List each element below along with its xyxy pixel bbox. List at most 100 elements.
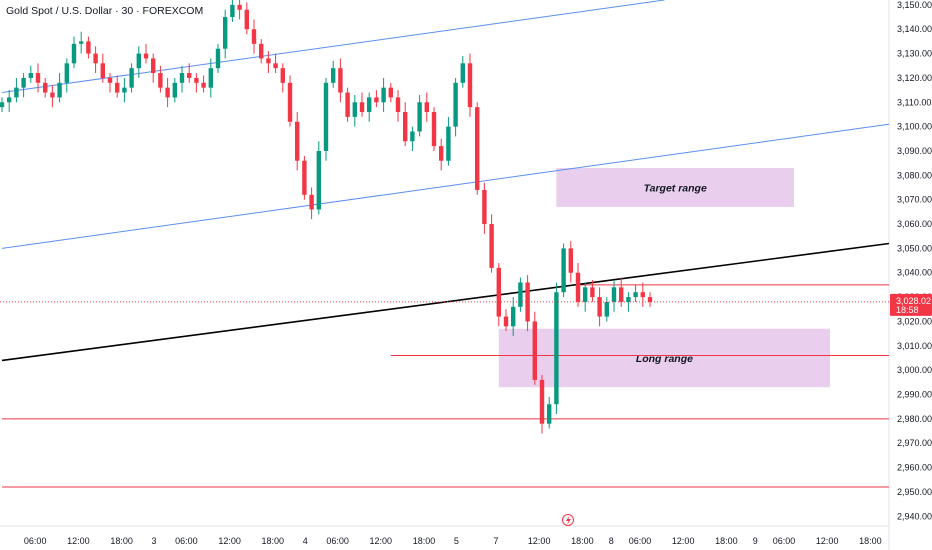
- zone-label: Target range: [644, 183, 707, 195]
- zone-1[interactable]: [498, 328, 830, 388]
- current-price-tag: [890, 293, 932, 316]
- candle-body: [280, 68, 285, 83]
- candle-body: [93, 53, 98, 64]
- candle-body: [475, 107, 480, 190]
- candle-body: [273, 63, 278, 69]
- candle-body: [251, 29, 257, 44]
- y-tick-label: 2,990.00: [897, 390, 932, 400]
- y-tick-label: 3,100.00: [897, 122, 932, 132]
- y-tick-label: 3,090.00: [897, 146, 932, 156]
- candle-body: [302, 160, 307, 195]
- candle-body: [151, 58, 156, 74]
- candle-body: [172, 82, 177, 98]
- candle-body: [604, 301, 609, 317]
- candle-body: [237, 4, 242, 10]
- candle-body: [381, 87, 386, 103]
- x-tick-label: 12:00: [528, 536, 551, 546]
- x-tick-label: 9: [753, 536, 758, 546]
- candle-body: [295, 121, 300, 161]
- candle-body: [640, 292, 645, 298]
- y-tick-label: 2,980.00: [897, 414, 932, 424]
- candle-body: [539, 379, 545, 424]
- candle-body: [403, 112, 408, 142]
- candle-body: [287, 82, 293, 122]
- candle-body: [230, 4, 235, 18]
- candle-body: [201, 82, 206, 88]
- candle-body: [187, 73, 192, 78]
- candle-body: [35, 73, 41, 83]
- candle-body: [590, 287, 595, 298]
- x-tick-label: 12:00: [67, 536, 90, 546]
- candle-body: [259, 43, 264, 59]
- x-tick-label: 18:00: [262, 536, 285, 546]
- x-tick-label: 12:00: [816, 536, 839, 546]
- candle-body: [143, 53, 149, 59]
- x-tick-label: 06:00: [24, 536, 47, 546]
- candle-body: [611, 287, 617, 302]
- trendline-support-trend[interactable]: [1, 242, 890, 362]
- y-tick-label: 3,130.00: [897, 49, 932, 59]
- x-tick-label: 12:00: [218, 536, 241, 546]
- candle-body: [453, 82, 458, 127]
- candle-body: [309, 194, 314, 210]
- candle-body: [446, 126, 451, 161]
- candle-body: [323, 82, 329, 151]
- x-tick-label: 18:00: [715, 536, 738, 546]
- candle-body: [554, 292, 559, 405]
- y-tick-label: 2,970.00: [897, 438, 932, 448]
- x-tick-label: 06:00: [773, 536, 796, 546]
- x-tick-label: 12:00: [370, 536, 393, 546]
- candle-body: [395, 97, 401, 113]
- trendline-upper-channel[interactable]: [1, 0, 665, 94]
- y-tick-label: 3,010.00: [897, 341, 932, 351]
- y-tick-label: 3,120.00: [897, 73, 932, 83]
- x-tick-label: 18:00: [110, 536, 133, 546]
- x-tick-label: 06:00: [326, 536, 349, 546]
- x-tick-label: 4: [303, 536, 308, 546]
- y-tick-label: 3,080.00: [897, 170, 932, 180]
- y-tick-label: 3,070.00: [897, 195, 932, 205]
- x-tick-label: 06:00: [175, 536, 198, 546]
- chart-title: Gold Spot / U.S. Dollar · 30 · FOREXCOM: [6, 5, 204, 17]
- candle-body: [57, 82, 62, 98]
- x-tick-label: 3: [151, 536, 156, 546]
- y-tick-label: 2,940.00: [897, 511, 932, 521]
- candle-body: [439, 146, 444, 161]
- candle-body: [583, 287, 588, 302]
- candle-body: [532, 321, 537, 380]
- candle-body: [136, 53, 141, 69]
- y-tick-label: 3,150.00: [897, 0, 932, 10]
- candle-body: [417, 102, 422, 132]
- candle-body: [352, 102, 357, 117]
- x-tick-label: 12:00: [672, 536, 695, 546]
- candle-body: [489, 224, 494, 268]
- candle-body: [194, 77, 199, 83]
- candle-body: [244, 9, 249, 30]
- candle-body: [503, 316, 509, 327]
- candle-body: [511, 306, 516, 327]
- y-tick-label: 3,020.00: [897, 316, 932, 326]
- candle-body: [14, 87, 19, 98]
- y-tick-label: 3,000.00: [897, 365, 932, 375]
- candle-body: [619, 287, 624, 302]
- x-tick-label: 18:00: [571, 536, 594, 546]
- zone-label: Long range: [636, 353, 693, 365]
- candle-body: [7, 97, 12, 103]
- candle-body: [367, 97, 372, 113]
- candle-body: [86, 41, 91, 54]
- zone-0[interactable]: [556, 168, 794, 207]
- candle-body: [331, 68, 336, 83]
- candle-body: [316, 150, 321, 210]
- candle-body: [547, 404, 552, 424]
- candle-body: [158, 73, 163, 88]
- candle-body: [64, 63, 69, 83]
- candle-body: [215, 48, 221, 69]
- lightning-icon: [566, 516, 571, 525]
- candle-body: [388, 87, 393, 98]
- candle-body: [518, 282, 523, 307]
- candle-body: [431, 112, 437, 147]
- y-tick-label: 3,110.00: [897, 97, 931, 107]
- trendline-middle-channel[interactable]: [1, 123, 890, 249]
